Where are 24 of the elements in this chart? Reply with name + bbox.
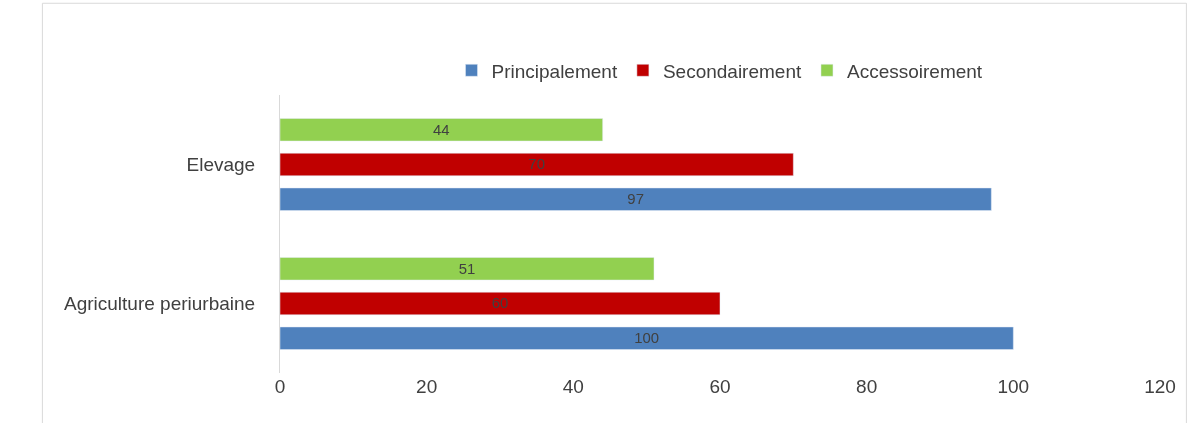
y-tick-label: Elevage (186, 154, 256, 176)
data-label: 44 (433, 120, 450, 138)
data-label: 60 (491, 294, 509, 312)
x-tick-label: 60 (709, 376, 731, 397)
y-tick-label: Agriculture periurbaine (64, 293, 256, 315)
data-label: 100 (634, 329, 660, 347)
x-tick-label: 80 (856, 376, 878, 397)
bar (280, 291, 721, 316)
x-tick-label: 40 (562, 376, 584, 397)
data-label: 51 (458, 259, 476, 277)
x-tick-label: 100 (997, 376, 1030, 397)
bar (280, 257, 655, 281)
x-tick-label: 0 (274, 376, 286, 397)
bar (280, 118, 603, 142)
legend-label: Principalement (491, 60, 618, 82)
bar (280, 326, 1014, 350)
bar (280, 152, 794, 177)
x-tick-label: 20 (416, 376, 438, 397)
legend-label: Secondairement (662, 60, 802, 82)
data-label: 97 (627, 190, 644, 208)
data-label: 70 (528, 155, 545, 173)
x-tick-label: 120 (1144, 376, 1176, 397)
legend-label: Accessoirement (846, 60, 983, 82)
bar (280, 187, 992, 211)
